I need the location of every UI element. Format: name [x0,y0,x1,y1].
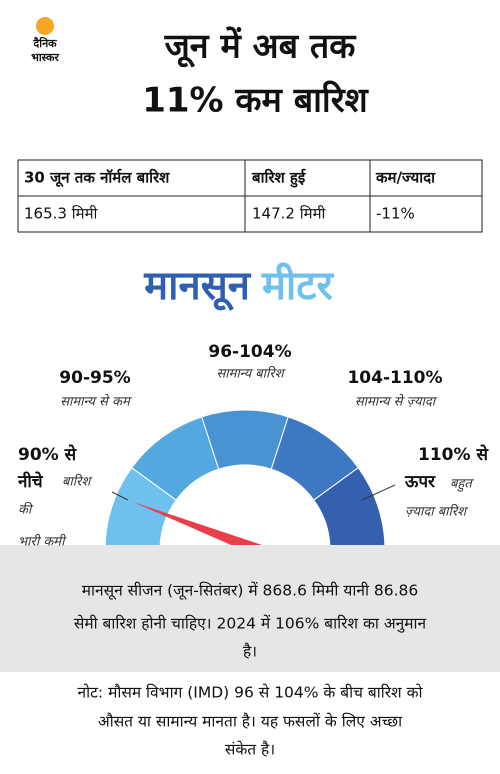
segment-range: 90-95% [59,368,130,388]
segment-description: बहुत [450,477,474,493]
logo-text: भास्कर [31,51,59,64]
table-header: कम/ज्यादा [375,169,436,187]
table [17,159,483,233]
segment-range: 110% से [418,444,489,465]
title: जून में अब तक [164,26,358,69]
info-box [0,545,500,672]
note-text: औसत या सामान्य मानता है। यह फसलों के लिए… [98,713,403,731]
table-cell: 147.2 मिमी [252,205,327,223]
note-text: नोट: मौसम विभाग (IMD) 96 से 104% के बीच … [78,684,424,702]
segment-range: ऊपर [404,472,436,492]
info-text: सेमी बारिश होनी चाहिए। 2024 में 106% बार… [74,615,427,634]
table-cell: -11% [376,205,415,223]
meter-title: मानसून [143,263,252,311]
segment-description: सामान्य से ज़्यादा [355,394,438,410]
segment-range: 96-104% [208,342,291,362]
segment-description: ज़्यादा बारिश [405,504,469,520]
segment-description: बारिश [62,474,93,490]
table-header: बारिश हुई [251,169,306,189]
note-text: संकेत है। [225,741,275,759]
logo-text: दैनिक [32,36,57,50]
info-text: मानसून सीजन (जून-सितंबर) में 868.6 मिमी … [82,582,419,601]
title: 11% कम बारिश [142,80,369,121]
gauge [104,409,396,557]
table-cell: 165.3 मिमी [24,205,99,223]
table-header: 30 जून तक नॉर्मल बारिश [24,169,170,188]
logo-icon [36,17,54,35]
segment-range: 104-110% [347,368,442,388]
pointer [361,484,396,501]
segment-range: 90% से [18,444,78,465]
segment-description: भारी कमी [18,534,67,550]
segment-range: नीचे [17,471,44,492]
meter-title: मीटर [261,262,334,309]
segment-description: सामान्य से कम [60,394,132,410]
needle [133,502,262,556]
info-text: है। [243,643,257,661]
segment-description: सामान्य बारिश [216,366,286,382]
pointer [111,491,129,501]
segment-description: की [18,502,34,518]
